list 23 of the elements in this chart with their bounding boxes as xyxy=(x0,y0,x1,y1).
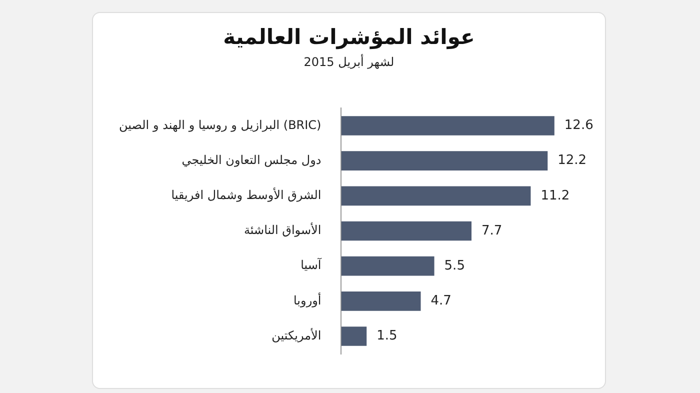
y-tick-label: الأسواق الناشئة xyxy=(244,222,322,238)
y-tick-label: الشرق الأوسط وشمال افريقيا xyxy=(171,187,322,202)
chart-title: عوائد المؤشرات العالمية xyxy=(222,25,476,49)
y-tick-label: أوروبا xyxy=(294,292,322,308)
data-label: 11.2 xyxy=(540,188,570,204)
bar xyxy=(341,221,472,241)
data-label: 1.5 xyxy=(376,328,398,344)
bar xyxy=(341,116,554,136)
bar xyxy=(341,326,367,346)
bar xyxy=(341,186,531,206)
data-label: 12.6 xyxy=(564,118,594,134)
data-label: 12.2 xyxy=(558,153,587,168)
bar xyxy=(341,256,434,276)
data-label: 5.5 xyxy=(444,258,465,274)
data-label: 7.7 xyxy=(482,223,502,238)
y-tick-label: دول مجلس التعاون الخليجي xyxy=(182,152,322,167)
y-tick-label: البرازيل و روسيا و الهند و الصين (BRIC) xyxy=(118,118,322,132)
data-label: 4.7 xyxy=(430,294,452,309)
y-tick-label: الأمريكتين xyxy=(272,327,322,342)
y-tick-label: آسيا xyxy=(300,257,322,272)
chart-subtitle: لشهر أبريل 2015 xyxy=(302,55,396,69)
bar xyxy=(341,151,548,170)
bar xyxy=(341,292,421,311)
